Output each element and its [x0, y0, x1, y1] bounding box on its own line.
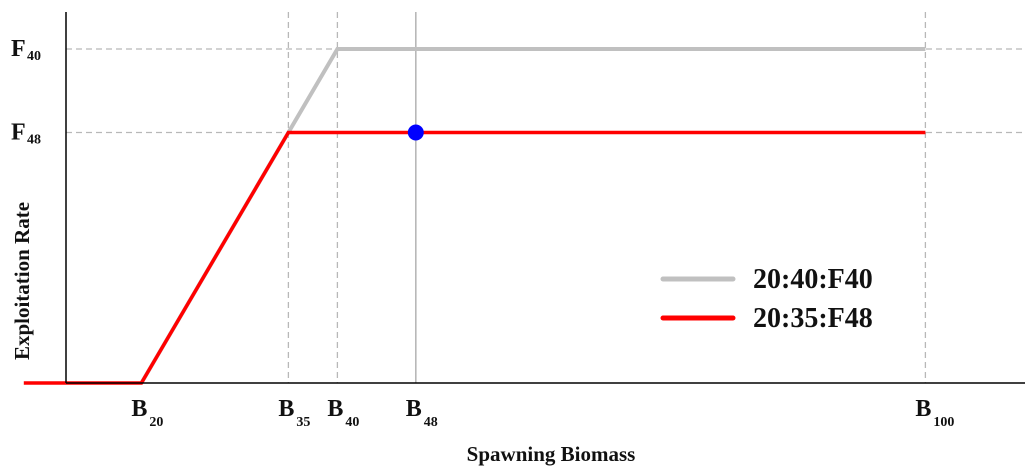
- x-tick-label-35: B: [278, 396, 294, 422]
- y-tick-labels: F 40F 48: [11, 36, 41, 148]
- y-tick-sub-40: 40: [27, 49, 41, 64]
- x-axis-title: Spawning Biomass: [467, 442, 636, 466]
- legend-label-20-40-f40: 20:40:F40: [753, 264, 873, 295]
- x-tick-sub-48: 48: [424, 415, 438, 430]
- y-tick-sub-48: 48: [27, 133, 41, 148]
- series-line-20-35-f48: [23, 130, 926, 385]
- data-point-0: [407, 124, 424, 141]
- x-tick-label-100: B: [915, 396, 931, 422]
- y-tick-label-48: F: [11, 120, 26, 146]
- x-tick-sub-40: 40: [345, 415, 359, 430]
- legend: 20:40:F40 20:35:F48: [660, 264, 873, 334]
- axes: [65, 12, 1025, 384]
- y-tick-label-40: F: [11, 36, 26, 62]
- x-tick-label-20: B: [131, 396, 147, 422]
- legend-label-20-35-f48: 20:35:F48: [753, 303, 873, 334]
- y-axis-title: Exploitation Rate: [10, 202, 34, 360]
- x-tick-sub-20: 20: [149, 415, 163, 430]
- x-tick-sub-35: 35: [296, 415, 310, 430]
- data-points: [407, 124, 424, 141]
- x-tick-sub-100: 100: [933, 415, 954, 430]
- reference-lines: [66, 12, 1025, 383]
- x-tick-label-48: B: [406, 396, 422, 422]
- x-tick-label-40: B: [327, 396, 343, 422]
